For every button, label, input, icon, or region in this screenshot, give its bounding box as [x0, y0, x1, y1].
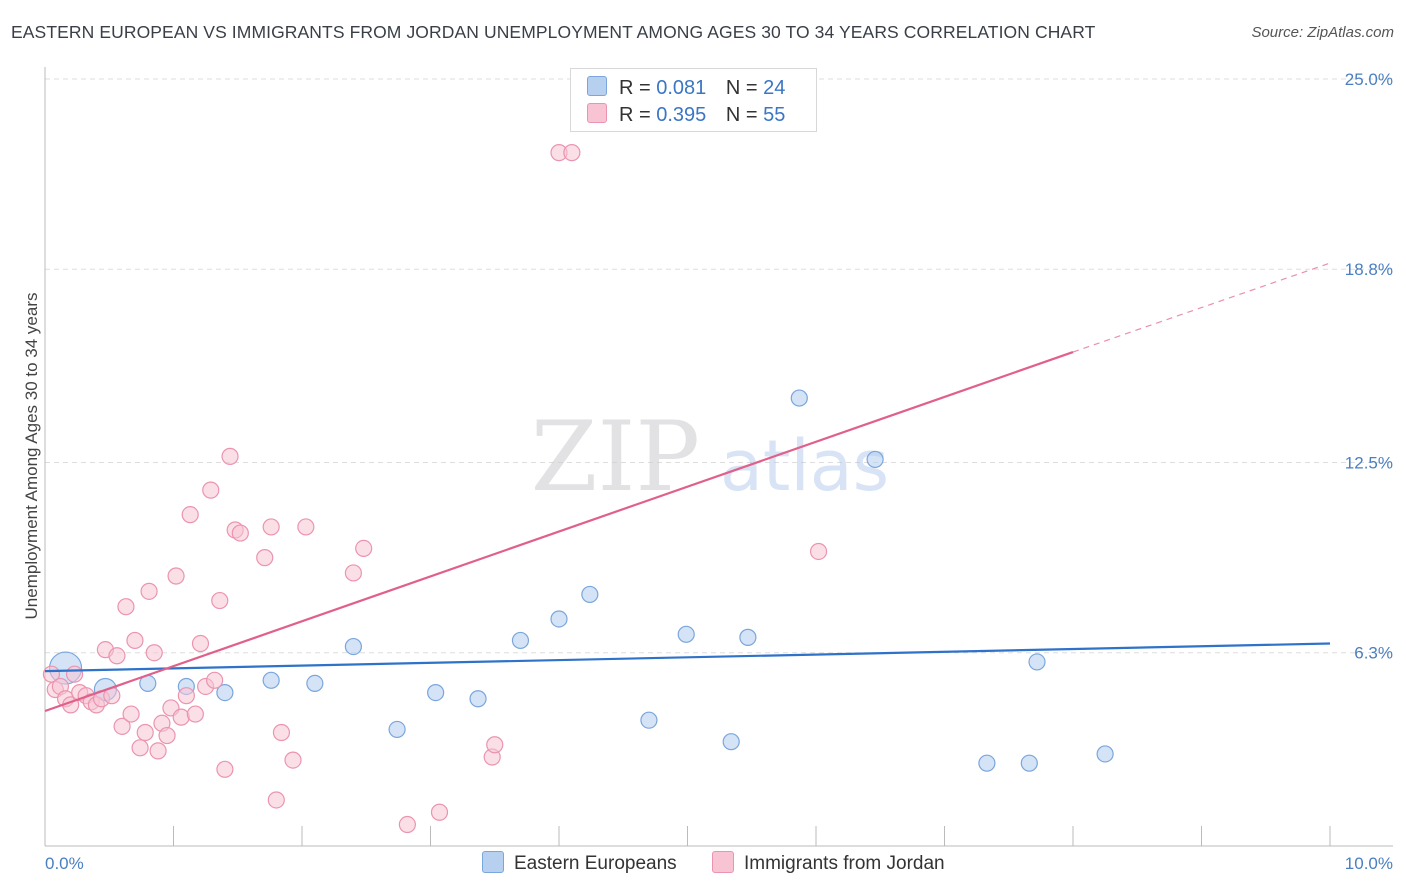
data-point-blue	[791, 390, 807, 406]
data-point-pink	[137, 724, 153, 740]
legend-bottom-immigrants-from-jordan: Immigrants from Jordan	[712, 851, 945, 875]
data-point-pink	[67, 666, 83, 682]
data-point-pink	[217, 761, 233, 777]
legend-swatch-pink	[712, 851, 734, 873]
data-point-pink	[298, 519, 314, 535]
legend-n-label: N =	[726, 77, 758, 99]
x-tick-label-min: 0.0%	[45, 854, 84, 873]
data-point-pink	[159, 728, 175, 744]
data-point-pink	[168, 568, 184, 584]
data-point-blue	[345, 639, 361, 655]
data-point-blue	[389, 721, 405, 737]
y-axis-label: Unemployment Among Ages 30 to 34 years	[22, 293, 41, 620]
legend-label-immigrants-from-jordan: Immigrants from Jordan	[744, 853, 945, 874]
data-point-pink	[178, 688, 194, 704]
data-point-pink	[356, 540, 372, 556]
legend-bottom-eastern-europeans: Eastern Europeans	[482, 851, 677, 875]
data-point-pink	[132, 740, 148, 756]
watermark-zip: ZIP	[531, 401, 700, 513]
data-point-pink	[285, 752, 301, 768]
data-point-pink	[212, 593, 228, 609]
data-point-blue	[979, 755, 995, 771]
data-point-pink	[146, 645, 162, 661]
tick-labels: 6.3% 12.5% 18.8% 25.0% 0.0% 10.0%	[45, 70, 1393, 873]
x-tick-label-max: 10.0%	[1345, 854, 1393, 873]
data-point-pink	[141, 583, 157, 599]
trend-lines	[45, 263, 1330, 711]
legend-n-label: N =	[726, 104, 758, 126]
data-point-pink	[811, 543, 827, 559]
data-point-pink	[123, 706, 139, 722]
series-immigrants-from-jordan	[43, 145, 826, 833]
data-point-pink	[487, 737, 503, 753]
legend-pink-n: 55	[763, 104, 785, 126]
data-point-pink	[273, 724, 289, 740]
legend-blue-r: 0.081	[656, 77, 706, 99]
legend-row-pink: R = 0.395 N = 55	[587, 103, 785, 127]
trend-line-pink-extension	[1073, 263, 1330, 352]
data-point-blue	[263, 672, 279, 688]
data-point-blue	[582, 586, 598, 602]
data-point-pink	[187, 706, 203, 722]
data-point-blue	[641, 712, 657, 728]
data-point-pink	[182, 507, 198, 523]
legend-r-label: R =	[619, 104, 651, 126]
data-point-pink	[232, 525, 248, 541]
data-point-blue	[1097, 746, 1113, 762]
data-point-pink	[150, 743, 166, 759]
data-point-pink	[431, 804, 447, 820]
legend-row-blue: R = 0.081 N = 24	[587, 76, 785, 100]
legend-pink-r: 0.395	[656, 104, 706, 126]
data-point-pink	[268, 792, 284, 808]
data-point-blue	[723, 734, 739, 750]
data-point-pink	[109, 648, 125, 664]
legend-r-label: R =	[619, 77, 651, 99]
legend-blue-n: 24	[763, 77, 785, 99]
axes	[45, 67, 1393, 846]
data-point-blue	[470, 691, 486, 707]
data-point-pink	[263, 519, 279, 535]
data-point-pink	[564, 145, 580, 161]
data-point-pink	[118, 599, 134, 615]
data-point-blue	[551, 611, 567, 627]
y-tick-label: 12.5%	[1345, 454, 1393, 473]
data-point-pink	[173, 709, 189, 725]
legend-swatch-pink	[587, 103, 607, 123]
data-point-pink	[127, 632, 143, 648]
scatter-chart: ZIP atlas 6.3%12.5%18.8%25.0%0.0% 10.0% U…	[0, 0, 1406, 892]
data-point-pink	[257, 550, 273, 566]
legend-swatch-blue	[587, 76, 607, 96]
y-tick-label: 25.0%	[1345, 70, 1393, 89]
legend-label-eastern-europeans: Eastern Europeans	[514, 853, 677, 874]
data-point-pink	[203, 482, 219, 498]
correlation-legend: R = 0.081 N = 24 R = 0.395 N = 55	[570, 68, 817, 132]
data-point-blue	[1029, 654, 1045, 670]
data-point-pink	[345, 565, 361, 581]
legend-swatch-blue	[482, 851, 504, 873]
data-point-blue	[428, 685, 444, 701]
data-point-blue	[740, 629, 756, 645]
data-point-blue	[678, 626, 694, 642]
trend-line-blue	[45, 644, 1330, 672]
gridlines	[45, 79, 1393, 653]
data-point-pink	[192, 636, 208, 652]
y-tick-label: 6.3%	[1354, 644, 1393, 663]
data-point-blue	[867, 451, 883, 467]
data-point-pink	[399, 817, 415, 833]
data-point-pink	[222, 448, 238, 464]
data-point-blue	[512, 632, 528, 648]
data-point-pink	[207, 672, 223, 688]
data-point-blue	[1021, 755, 1037, 771]
data-point-blue	[307, 675, 323, 691]
y-tick-label: 18.8%	[1345, 260, 1393, 279]
